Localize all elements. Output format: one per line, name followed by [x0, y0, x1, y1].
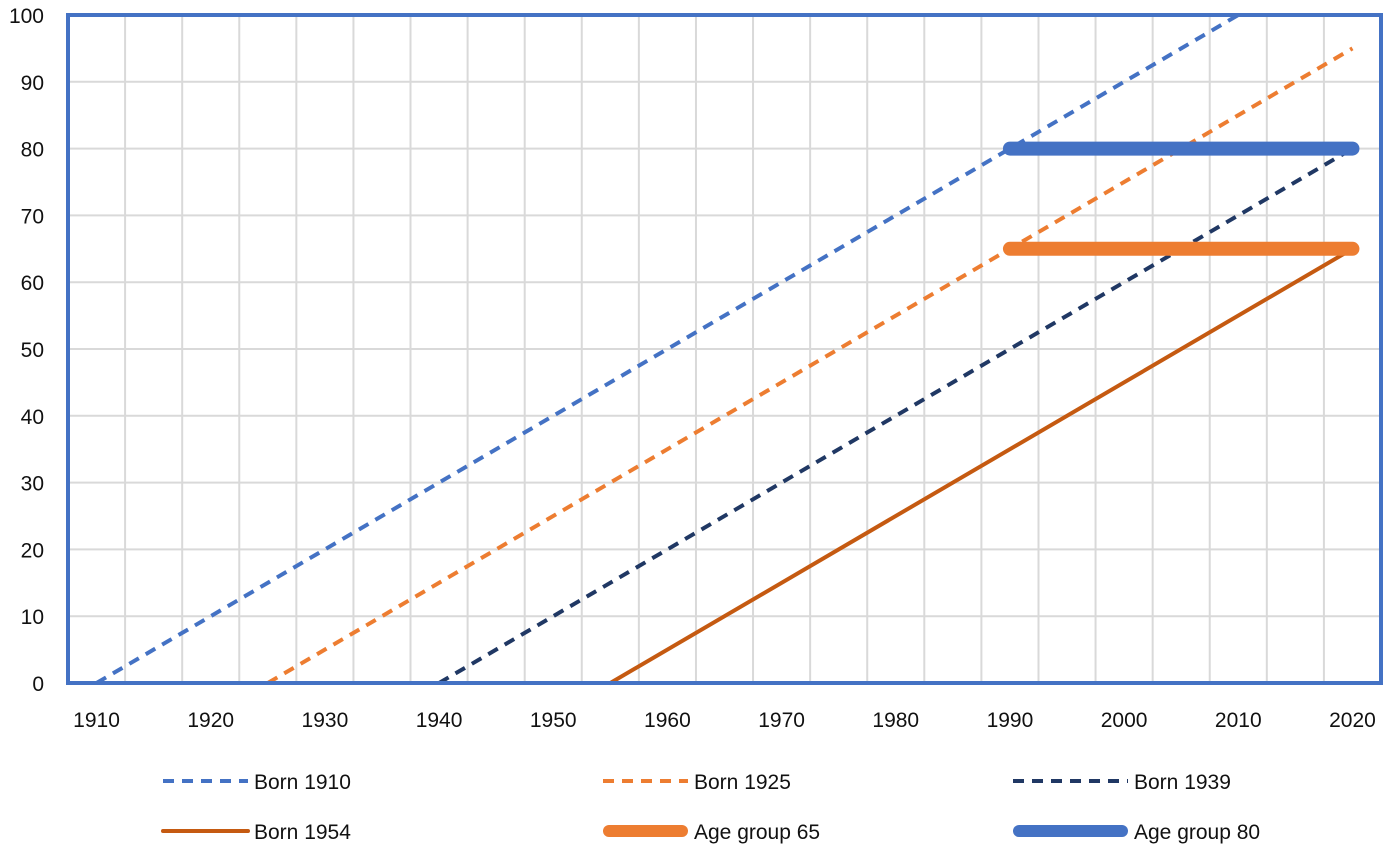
x-tick-label: 2020: [1329, 709, 1376, 732]
x-tick-label: 1940: [416, 709, 463, 732]
y-tick-label: 90: [21, 72, 44, 95]
x-tick-label: 1910: [73, 709, 120, 732]
legend-label: Age group 65: [694, 821, 820, 844]
legend-label: Born 1954: [254, 821, 351, 844]
x-tick-label: 2000: [1101, 709, 1148, 732]
x-tick-label: 1950: [530, 709, 577, 732]
legend-label: Age group 80: [1134, 821, 1260, 844]
y-tick-label: 0: [32, 673, 44, 696]
x-tick-label: 1980: [872, 709, 919, 732]
x-tick-label: 2010: [1215, 709, 1262, 732]
series-lines: [95, 13, 1360, 685]
y-tick-label: 50: [21, 339, 44, 362]
y-tick-label: 20: [21, 539, 44, 562]
series-line-born-1910: [95, 13, 1240, 685]
x-tick-label: 1960: [644, 709, 691, 732]
y-axis-ticks: 0 10 20 30 40 50 60 70 80 90 100: [9, 5, 44, 696]
x-tick-label: 1930: [302, 709, 349, 732]
x-tick-label: 1920: [187, 709, 234, 732]
y-tick-label: 30: [21, 473, 44, 496]
y-tick-label: 10: [21, 606, 44, 629]
x-tick-label: 1990: [987, 709, 1034, 732]
legend-label: Born 1939: [1134, 771, 1231, 794]
y-tick-label: 60: [21, 272, 44, 295]
x-tick-label: 1970: [758, 709, 805, 732]
legend: Born 1910 Born 1925 Born 1939 Born 1954 Age …: [161, 771, 1260, 844]
y-tick-label: 80: [21, 139, 44, 162]
y-tick-label: 40: [21, 406, 44, 429]
legend-label: Born 1925: [694, 771, 791, 794]
legend-label: Born 1910: [254, 771, 351, 794]
series-line-born-1939: [438, 146, 1354, 685]
plot-border: [66, 13, 1383, 685]
series-line-born-1954: [608, 246, 1355, 685]
x-axis-ticks: 1910 1920 1930 1940 1950 1960 1970 1980 1990 2000…: [73, 709, 1376, 732]
y-tick-label: 100: [9, 5, 44, 28]
y-tick-label: 70: [21, 205, 44, 228]
